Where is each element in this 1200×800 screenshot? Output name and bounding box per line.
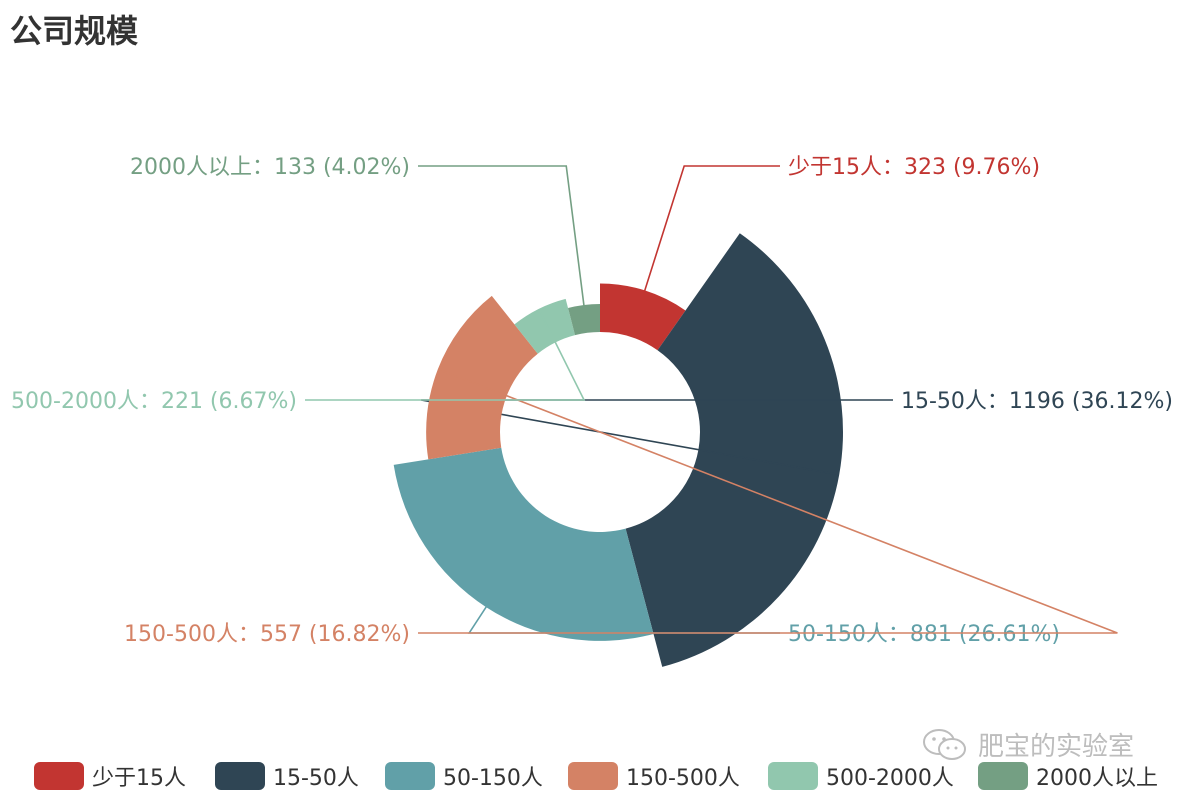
leader-line-3	[418, 369, 1118, 634]
legend-swatch-1	[215, 762, 265, 790]
leader-line-5	[418, 165, 586, 310]
slice-label-4: 500-2000人：221 (6.67%)	[11, 389, 297, 414]
legend-item-4[interactable]: 500-2000人	[768, 762, 954, 791]
legend-label-5: 2000人以上	[1036, 766, 1158, 791]
rose-slice-0[interactable]	[600, 283, 686, 351]
wechat-icon	[923, 728, 966, 760]
slice-label-3: 150-500人：557 (16.82%)	[124, 622, 410, 647]
slice-label-2: 50-150人：881 (26.61%)	[788, 622, 1060, 647]
legend-item-3[interactable]: 150-500人	[568, 762, 740, 791]
slice-label-0: 少于15人：323 (9.76%)	[788, 155, 1040, 180]
chart-title: 公司规模	[10, 12, 139, 50]
legend-label-3: 150-500人	[626, 766, 740, 791]
slice-label-1: 15-50人：1196 (36.12%)	[901, 389, 1173, 414]
legend-item-0[interactable]: 少于15人	[34, 762, 186, 791]
leader-line-0	[642, 165, 780, 295]
legend-item-2[interactable]: 50-150人	[385, 762, 543, 791]
watermark: 肥宝的实验室	[920, 726, 1134, 763]
legend-swatch-3	[568, 762, 618, 790]
rose-slice-4[interactable]	[514, 298, 576, 354]
legend-label-4: 500-2000人	[826, 766, 954, 791]
legend-item-1[interactable]: 15-50人	[215, 762, 359, 791]
legend-swatch-5	[978, 762, 1028, 790]
slice-label-5: 2000人以上：133 (4.02%)	[130, 155, 410, 180]
legend-swatch-2	[385, 762, 435, 790]
legend-label-2: 50-150人	[443, 766, 543, 791]
rose-slice-3[interactable]	[426, 295, 538, 460]
leader-line-4	[305, 312, 586, 401]
legend-item-5[interactable]: 2000人以上	[978, 762, 1158, 791]
legend-swatch-4	[768, 762, 818, 790]
legend-label-1: 15-50人	[273, 766, 359, 791]
legend-swatch-0	[34, 762, 84, 790]
rose-slice-2[interactable]	[393, 447, 654, 641]
rose-slice-1[interactable]	[625, 233, 843, 667]
watermark-text: 肥宝的实验室	[978, 732, 1135, 762]
rose-slice-5[interactable]	[568, 304, 600, 336]
legend-label-0: 少于15人	[92, 766, 186, 791]
